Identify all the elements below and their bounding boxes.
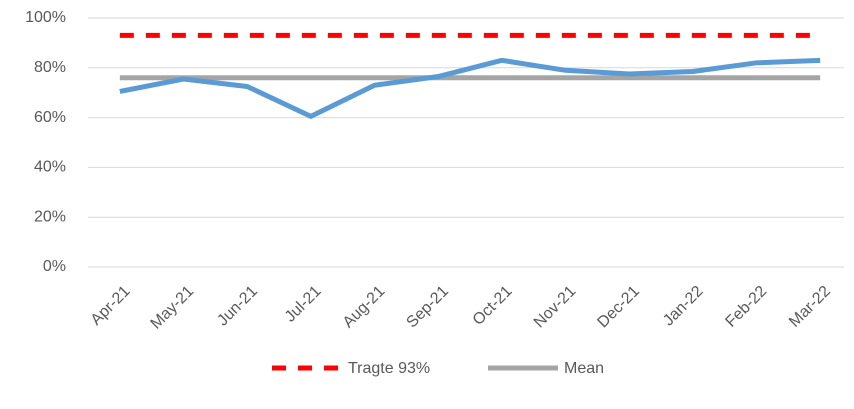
x-tick-label: Jan-22 [660, 283, 707, 330]
x-tick-label: Nov-21 [531, 283, 580, 332]
legend-label: Mean [564, 360, 604, 377]
legend-label: Tragte 93% [348, 360, 430, 377]
y-tick-label: 60% [34, 109, 66, 126]
y-tick-label: 100% [25, 9, 66, 26]
x-tick-label: Dec-21 [594, 283, 643, 332]
x-tick-label: May-21 [148, 283, 198, 333]
x-tick-label: Mar-22 [786, 283, 834, 331]
x-tick-label: Jun-21 [214, 283, 261, 330]
y-tick-label: 80% [34, 59, 66, 76]
x-tick-label: Apr-21 [88, 283, 134, 329]
x-tick-label: Feb-22 [722, 283, 770, 331]
x-tick-label: Oct-21 [470, 283, 516, 329]
series-line [119, 57, 821, 119]
y-tick-label: 40% [34, 159, 66, 176]
x-tick-label: Jul-21 [282, 283, 325, 326]
y-tick-label: 20% [34, 208, 66, 225]
x-tick-label: Sep-21 [403, 283, 452, 332]
y-tick-label: 0% [43, 258, 66, 275]
x-tick-label: Aug-21 [340, 283, 389, 332]
